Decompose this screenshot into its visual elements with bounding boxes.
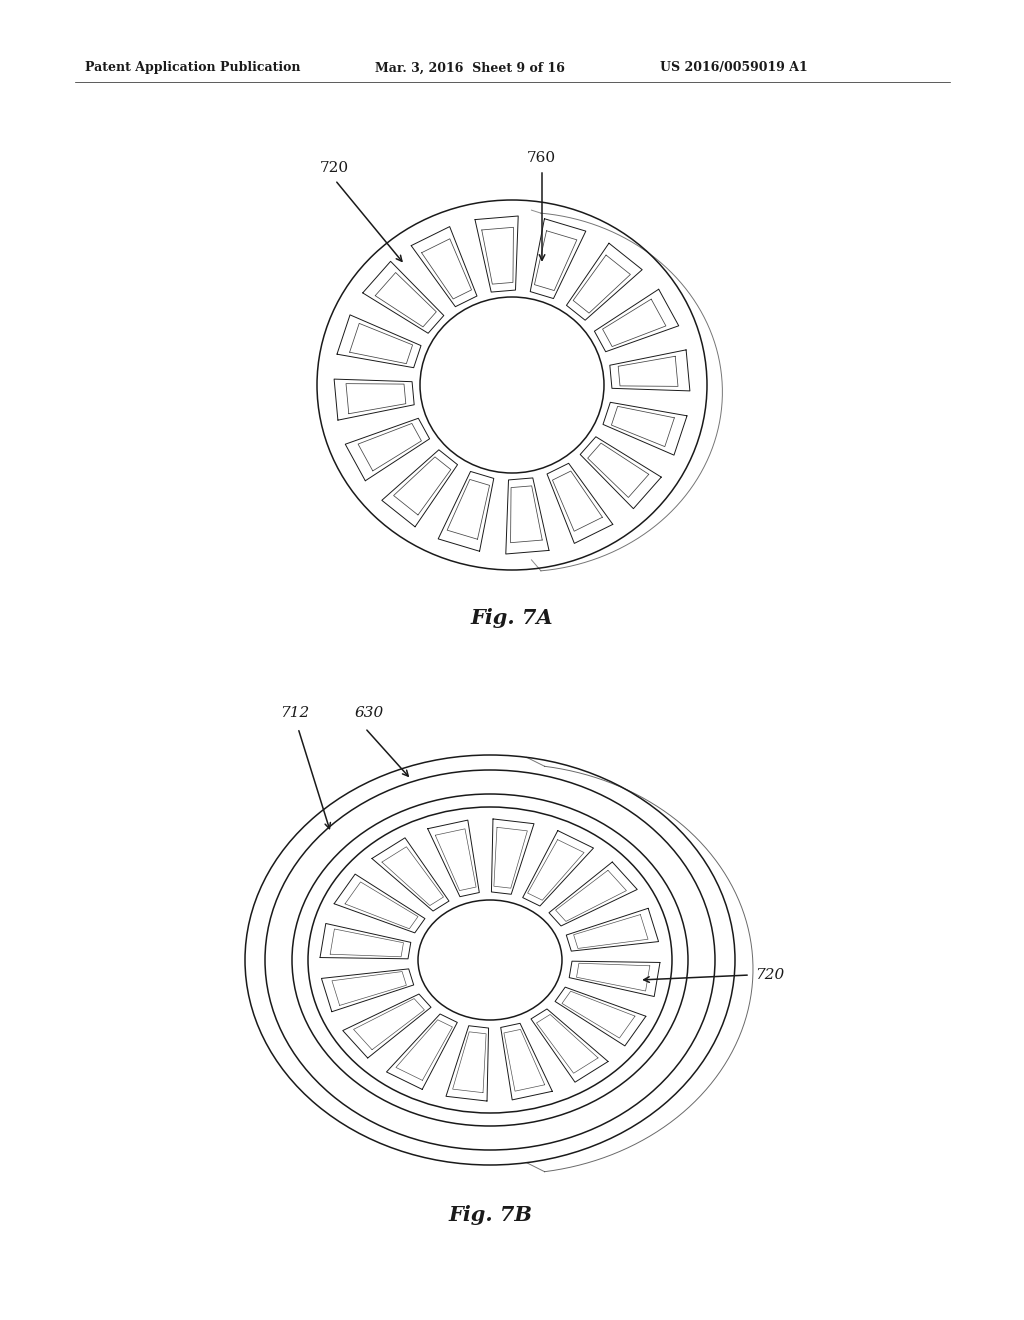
Text: 712: 712 [280,706,309,719]
Text: Fig. 7B: Fig. 7B [449,1205,532,1225]
Text: 630: 630 [355,706,384,719]
Text: US 2016/0059019 A1: US 2016/0059019 A1 [660,62,808,74]
Text: 760: 760 [527,150,556,165]
Text: 720: 720 [319,161,349,176]
Text: 720: 720 [755,968,784,982]
Text: Mar. 3, 2016  Sheet 9 of 16: Mar. 3, 2016 Sheet 9 of 16 [375,62,565,74]
Text: Patent Application Publication: Patent Application Publication [85,62,300,74]
Text: Fig. 7A: Fig. 7A [471,609,553,628]
